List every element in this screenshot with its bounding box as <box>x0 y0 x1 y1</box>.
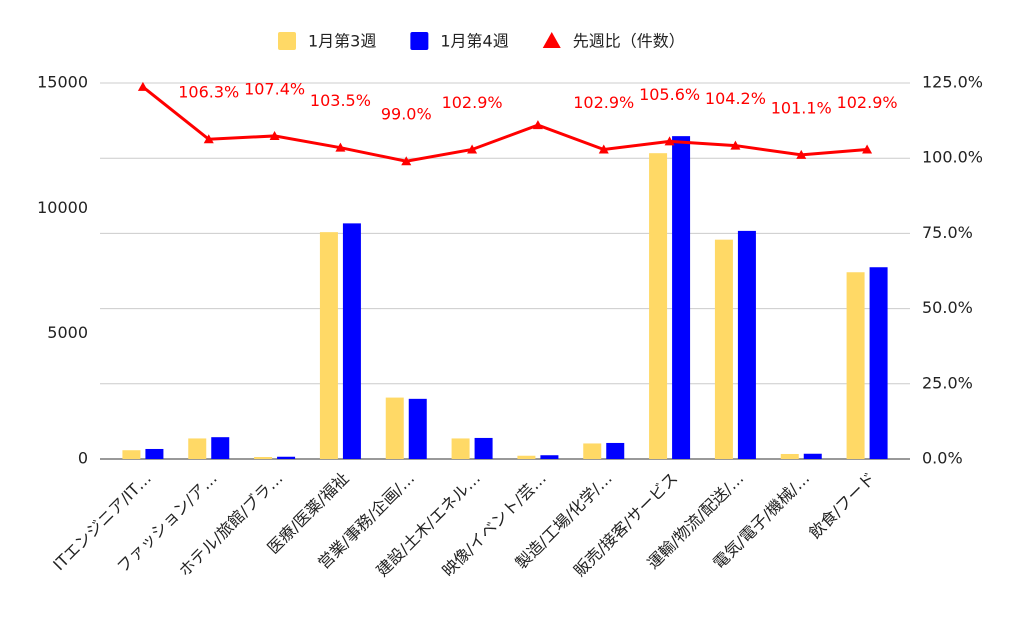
y2-tick-label: 75.0% <box>922 223 973 242</box>
bar <box>211 437 230 459</box>
marker <box>862 144 873 154</box>
bar <box>714 239 733 459</box>
y2-tick-label: 100.0% <box>922 148 983 167</box>
legend-label: 先週比（件数） <box>573 32 685 51</box>
bar <box>122 450 141 459</box>
x-tick-label: 飲食/フード <box>805 469 879 543</box>
data-label: 102.9% <box>442 93 503 112</box>
y-tick-label: 5000 <box>47 323 88 342</box>
bar <box>737 230 756 459</box>
marker <box>532 120 543 130</box>
marker <box>401 156 412 166</box>
data-label: 101.1% <box>771 98 832 117</box>
legend-item: 1月第3週 <box>278 32 376 51</box>
bar <box>517 455 536 459</box>
bar <box>540 455 559 459</box>
marker <box>203 134 214 144</box>
marker <box>796 149 807 159</box>
marker <box>730 140 741 150</box>
data-label: 103.5% <box>310 91 371 110</box>
bar <box>277 456 296 459</box>
bar <box>254 456 273 459</box>
data-label: 99.0% <box>381 105 432 124</box>
data-label: 107.4% <box>244 79 305 98</box>
y2-tick-label: 125.0% <box>922 73 983 92</box>
y-tick-label: 10000 <box>37 198 88 217</box>
data-label: 102.9% <box>573 93 634 112</box>
legend-item: 1月第4週 <box>410 32 509 51</box>
bar <box>672 136 691 459</box>
legend-swatch <box>278 32 296 50</box>
data-label: 102.9% <box>837 93 898 112</box>
y-tick-label: 15000 <box>37 73 88 92</box>
bar <box>846 272 865 459</box>
legend-label: 1月第4週 <box>440 32 508 51</box>
data-label: 105.6% <box>639 85 700 104</box>
bar <box>606 442 625 459</box>
y2-tick-label: 25.0% <box>922 373 973 392</box>
y2-tick-label: 50.0% <box>922 298 973 317</box>
bar <box>583 443 602 459</box>
legend-swatch <box>410 32 429 50</box>
bar <box>188 438 207 459</box>
data-label: 106.3% <box>178 83 239 102</box>
marker <box>137 81 148 91</box>
y2-tick-label: 0.0% <box>922 449 963 468</box>
bar <box>342 223 361 459</box>
bar <box>649 153 668 460</box>
bar <box>145 448 164 459</box>
line <box>141 85 868 163</box>
bar <box>869 267 888 459</box>
bar <box>319 232 338 459</box>
marker <box>598 144 609 154</box>
bar <box>451 438 470 459</box>
y-tick-label: 0 <box>78 449 88 468</box>
bar <box>803 453 822 459</box>
legend-item: 先週比（件数） <box>542 32 685 51</box>
bar <box>385 397 404 459</box>
marker <box>664 136 675 146</box>
bar <box>408 398 427 459</box>
bar <box>780 453 799 459</box>
data-label: 104.2% <box>705 89 766 108</box>
bar <box>474 437 493 459</box>
marker <box>335 142 346 152</box>
marker <box>269 130 280 140</box>
legend-label: 1月第3週 <box>308 32 376 51</box>
marker <box>467 144 478 154</box>
legend-marker <box>542 32 561 48</box>
